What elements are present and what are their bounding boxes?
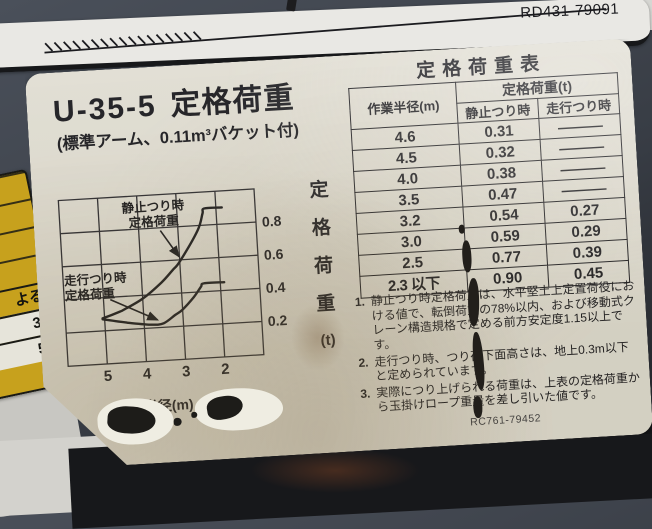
hatch-stroke	[137, 35, 146, 45]
travel-curve-arrow	[110, 297, 157, 323]
curve-label-line: 定格荷重	[127, 212, 179, 230]
travel-curve-label: 走行つり時定格荷重	[63, 270, 129, 304]
hatch-stroke	[109, 37, 119, 47]
hatch-stroke	[146, 34, 156, 44]
x-tick-label: 3	[182, 363, 191, 380]
upper-label-strip: RD431-79091	[0, 0, 651, 73]
grid-hline	[66, 321, 262, 333]
static-curve-arrow	[160, 230, 179, 258]
grid-hline	[62, 255, 258, 267]
hatch-stroke	[127, 36, 137, 46]
ground-hatch-icon	[44, 8, 607, 54]
note-number: 2.	[358, 354, 369, 370]
hatch-stroke	[118, 36, 128, 46]
travel-load-curve	[101, 282, 227, 328]
notes-block: 1. 静止つり時定格荷重は、水平堅土上定置荷役における値で、転倒荷重の78%以内…	[354, 278, 643, 418]
no-value-dash: —	[558, 137, 605, 158]
y-axis-title-char: 定	[309, 179, 330, 202]
rated-load-placard: U-35-5 定格荷重 (標準アーム、0.11m³バケット付) 0.8 0.6 0.4…	[25, 38, 652, 469]
placard-part-number: RC761-79452	[469, 412, 542, 429]
x-tick-labels: 5 4 3 2	[103, 361, 230, 385]
note-number: 1.	[354, 294, 366, 310]
y-tick-labels: 0.8 0.6 0.4 0.2	[261, 213, 287, 330]
rated-load-table: 作業半径(m) 定格荷重(t) 静止つり時 走行つり時 4.6 0.31—4.5 0…	[348, 72, 630, 299]
hatch-stroke	[72, 40, 81, 50]
y-axis-title-char: 重	[315, 293, 337, 316]
y-axis-title-char: 格	[311, 217, 332, 240]
curve-label-line: 走行つり時	[64, 270, 128, 289]
model-number: U-35-5	[52, 89, 158, 129]
x-axis-label: 半径(m)	[143, 396, 194, 415]
x-tick-label: 4	[143, 365, 153, 383]
x-tick-label: 5	[103, 368, 112, 385]
hatch-stroke	[44, 42, 54, 52]
grid-border	[58, 189, 263, 366]
no-value-dash: —	[559, 158, 606, 179]
grid-vline	[137, 196, 147, 362]
hatch-stroke	[183, 31, 193, 41]
grid-hline	[60, 222, 256, 234]
title-text: 定格荷重	[169, 81, 296, 122]
hatch-stroke	[165, 33, 174, 43]
hatch-stroke	[90, 39, 100, 48]
hatch-stroke	[192, 31, 202, 41]
curve-label-line: 静止つり時	[121, 197, 185, 216]
grid-vline	[215, 191, 225, 357]
hatch-stroke	[155, 34, 165, 43]
y-tick-label: 0.4	[265, 279, 286, 296]
chart-grid	[58, 189, 263, 366]
no-value-dash: —	[560, 179, 607, 200]
hatch-stroke	[63, 41, 72, 51]
static-curve-label: 静止つり時定格荷重	[121, 197, 186, 231]
y-tick-label: 0.2	[267, 312, 288, 329]
curve-label-line: 定格荷重	[64, 285, 116, 303]
no-value-dash: —	[556, 116, 603, 137]
grid-hline	[64, 288, 260, 300]
hatch-stroke	[100, 38, 109, 48]
note-number: 3.	[359, 386, 371, 401]
x-tick-label: 2	[221, 361, 230, 378]
grid-vline	[97, 198, 107, 364]
y-tick-label: 0.8	[261, 213, 282, 230]
grid-vline	[176, 194, 186, 360]
hatch-stroke	[53, 41, 63, 51]
hatch-stroke	[81, 39, 91, 49]
y-axis-unit: (t)	[320, 331, 337, 350]
rated-load-table-body: 4.6 0.31—4.5 0.32—4.0 0.38—3.5 0.47—3.2 0.54 0…	[351, 114, 630, 299]
y-axis-title-char: 荷	[313, 255, 334, 278]
static-load-curve	[96, 207, 227, 318]
col-header-radius: 作業半径(m)	[349, 82, 458, 129]
y-axis-title: 定格荷重 (t)	[306, 180, 342, 348]
hatch-stroke	[174, 32, 183, 42]
y-tick-label: 0.6	[263, 246, 284, 263]
paint-chip-mark	[286, 0, 297, 12]
